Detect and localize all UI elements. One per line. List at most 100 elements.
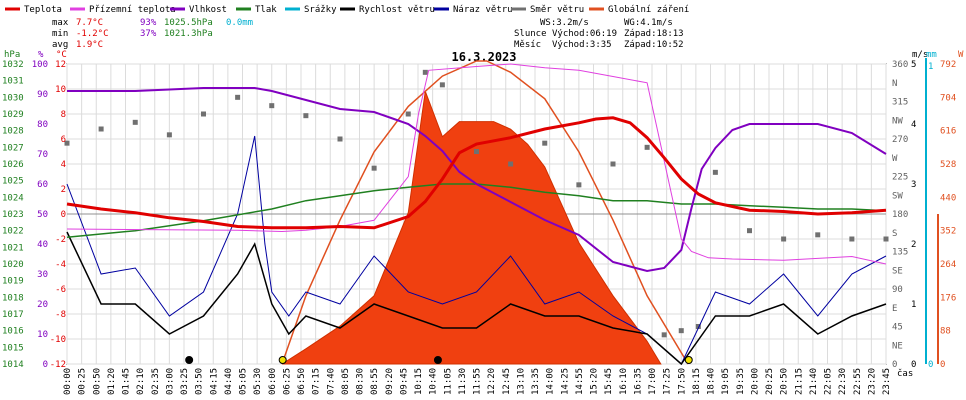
tick-degc: -8 — [55, 310, 66, 320]
tick-radiation: 792 — [940, 60, 956, 70]
tick-time: 01:45 — [122, 368, 132, 395]
legend-label-tlak: Tlak — [255, 5, 277, 15]
wind-direction-point — [303, 113, 309, 119]
wind-direction-point — [712, 169, 718, 175]
tick-time: 15:45 — [604, 368, 614, 395]
wind-direction-point — [439, 82, 445, 88]
stat-ws: WS:3.2m/s — [540, 18, 589, 28]
axis-label-ms: m/s — [912, 50, 928, 60]
wind-direction-point — [849, 236, 855, 242]
series-teplota — [66, 116, 887, 230]
series-vlhkost — [67, 87, 887, 273]
tick-time: 12:45 — [502, 368, 512, 395]
tick-time: 06:50 — [297, 368, 307, 395]
tick-wind-speed: 1 — [911, 300, 916, 310]
tick-pct: 0 — [43, 360, 48, 370]
tick-wind-direction: 360 — [892, 60, 908, 70]
tick-hpa: 1026 — [2, 160, 24, 170]
stats-panel: max 7.7°C 93% 1025.5hPa 0.0mm min -1.2°C… — [52, 18, 684, 50]
legend-label-naraz-vetru: Náraz větru — [453, 5, 513, 15]
tick-rain: 1 — [928, 62, 933, 72]
tick-degc: 0 — [61, 210, 66, 220]
tick-time: 11:30 — [458, 368, 468, 395]
tick-degc: 8 — [61, 110, 66, 120]
tick-time: 21:40 — [809, 368, 819, 395]
wind-direction-point — [661, 332, 667, 338]
stat-max-temp: 7.7°C — [76, 18, 103, 28]
wind-direction-point — [166, 132, 172, 138]
stat-max-rain: 0.0mm — [226, 18, 253, 28]
tick-rain: 0 — [928, 360, 933, 370]
tick-time: 10:40 — [429, 368, 439, 395]
tick-wind-direction: E — [892, 304, 897, 314]
tick-time: 07:15 — [312, 368, 322, 395]
stat-min-temp: -1.2°C — [76, 29, 109, 39]
tick-wind-direction: NE — [892, 341, 903, 351]
tick-wind-speed: 3 — [911, 180, 916, 190]
legend-label-prizemni-teplota: Přízemní teplota — [89, 5, 176, 15]
tick-pct: 80 — [37, 120, 48, 130]
tick-wind-direction: 180 — [892, 210, 908, 220]
tick-time: 06:00 — [268, 368, 278, 395]
tick-hpa: 1027 — [2, 143, 24, 153]
legend-item-naraz-vetru: Náraz větru — [434, 5, 513, 15]
tick-time: 07:40 — [326, 368, 336, 395]
stat-moon-rise: Východ:3:35 — [552, 40, 612, 50]
tick-time: 20:00 — [750, 368, 760, 395]
tick-wind-speed: 2 — [911, 240, 916, 250]
tick-time: 04:15 — [209, 368, 219, 395]
tick-hpa: 1032 — [2, 60, 24, 70]
stat-sun-set: Západ:18:13 — [624, 29, 684, 39]
tick-pct: 10 — [37, 330, 48, 340]
tick-degc: 12 — [55, 60, 66, 70]
tick-time: 23:20 — [867, 368, 877, 395]
legend-label-globalni-zareni: Globální záření — [608, 5, 689, 15]
tick-hpa: 1028 — [2, 127, 24, 137]
axis-label-mm: mm — [926, 50, 937, 60]
tick-hpa: 1029 — [2, 110, 24, 120]
tick-wind-direction: 45 — [892, 323, 903, 333]
wind-direction-point — [883, 236, 889, 242]
tick-time: 14:25 — [560, 368, 570, 395]
tick-time: 17:25 — [663, 368, 673, 395]
tick-time: 02:35 — [151, 368, 161, 395]
tick-time: 11:55 — [473, 368, 483, 395]
tick-time: 00:25 — [78, 368, 88, 395]
tick-wind-direction: 270 — [892, 135, 908, 145]
plot-area — [64, 60, 889, 366]
tick-wind-direction: N — [892, 79, 897, 89]
tick-time: 15:20 — [590, 368, 600, 395]
tick-time: 17:50 — [677, 368, 687, 395]
wind-direction-point — [610, 161, 616, 167]
wind-direction-point — [576, 182, 582, 188]
tick-pct: 40 — [37, 240, 48, 250]
tick-hpa: 1017 — [2, 310, 24, 320]
tick-radiation: 704 — [940, 93, 956, 103]
tick-hpa: 1024 — [2, 193, 24, 203]
tick-radiation: 616 — [940, 127, 956, 137]
tick-time: 11:05 — [443, 368, 453, 395]
tick-hpa: 1020 — [2, 260, 24, 270]
wind-direction-point — [337, 136, 343, 142]
tick-hpa: 1016 — [2, 327, 24, 337]
tick-time: 19:35 — [736, 368, 746, 395]
tick-time: 23:45 — [882, 368, 892, 395]
tick-time: 13:35 — [531, 368, 541, 395]
stat-sun-rise: Východ:06:19 — [552, 29, 617, 39]
axis-label-w: W — [958, 50, 964, 60]
stat-max-press: 1025.5hPa — [164, 18, 213, 28]
tick-radiation: 440 — [940, 193, 956, 203]
tick-wind-direction: 135 — [892, 248, 908, 258]
wind-direction-point — [815, 232, 821, 238]
wind-direction-point — [64, 140, 70, 146]
tick-wind-speed: 0 — [911, 360, 916, 370]
tick-degc: 10 — [55, 85, 66, 95]
tick-degc: -6 — [55, 285, 66, 295]
legend-item-srazky: Srážky — [285, 5, 337, 15]
tick-hpa: 1014 — [2, 360, 24, 370]
tick-time: 03:25 — [180, 368, 190, 395]
axis-label-pct: % — [38, 50, 44, 60]
wind-direction-point — [405, 111, 411, 117]
sunset-marker — [684, 356, 693, 364]
tick-wind-direction: S — [892, 229, 897, 239]
